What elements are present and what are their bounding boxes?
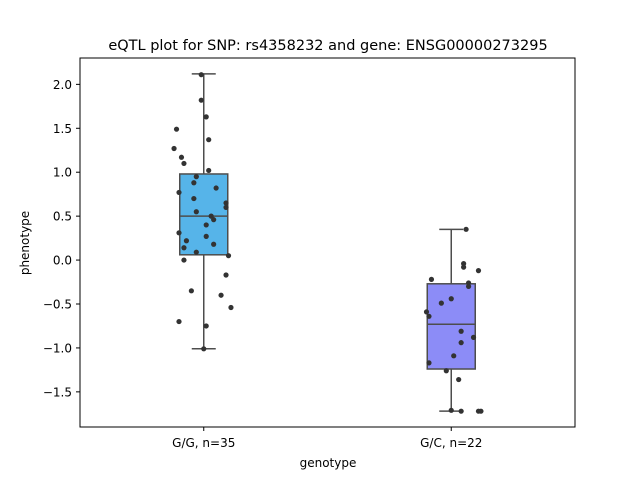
data-point xyxy=(225,253,232,259)
y-tick-label: −1.5 xyxy=(43,385,72,399)
data-point xyxy=(478,408,484,414)
y-tick-label: 1.0 xyxy=(53,166,72,180)
data-point xyxy=(171,145,177,152)
y-tick-label: 2.0 xyxy=(53,78,72,92)
data-point xyxy=(206,137,212,143)
y-tick-label: 0.0 xyxy=(53,254,72,268)
data-point xyxy=(203,222,209,228)
x-tick-label: G/G, n=35 xyxy=(172,436,235,450)
data-point xyxy=(456,376,462,383)
data-point xyxy=(223,200,229,206)
data-point xyxy=(463,226,469,232)
data-point xyxy=(448,407,454,413)
data-point xyxy=(223,272,229,278)
x-axis-label: genotype xyxy=(300,456,357,470)
data-point xyxy=(191,180,197,186)
data-point xyxy=(193,249,199,255)
data-point xyxy=(443,368,449,374)
data-point xyxy=(191,195,197,202)
axes-frame xyxy=(79,57,576,428)
data-point xyxy=(426,360,432,366)
data-point xyxy=(173,126,180,132)
data-point xyxy=(470,334,477,340)
data-point xyxy=(211,241,217,247)
data-point xyxy=(451,353,457,359)
data-point xyxy=(181,245,187,251)
box-group xyxy=(423,226,484,414)
data-point xyxy=(438,300,444,306)
data-point xyxy=(428,276,435,282)
data-point xyxy=(176,189,182,196)
data-point xyxy=(461,264,467,270)
plot-area xyxy=(171,72,484,414)
data-point xyxy=(213,185,219,191)
y-tick-label: 0.5 xyxy=(53,210,72,224)
y-tick-label: −0.5 xyxy=(43,298,72,312)
y-tick-label: −1.0 xyxy=(43,341,72,355)
y-axis-label: phenotype xyxy=(18,211,32,275)
data-point xyxy=(178,154,185,160)
data-point xyxy=(458,328,464,334)
data-point xyxy=(228,304,234,311)
data-point xyxy=(458,408,464,414)
data-point xyxy=(203,114,209,120)
axes: −1.5 −1.0 −0.5 0.0 0.5 1.0 1.5 2.0 G/G, n=35 G/C,… xyxy=(43,78,483,450)
y-tick-label: 1.5 xyxy=(53,122,72,136)
x-tick-label: G/C, n=22 xyxy=(420,436,482,450)
data-point xyxy=(176,318,182,325)
data-point xyxy=(458,340,464,346)
data-point xyxy=(206,167,212,174)
data-point xyxy=(176,230,182,236)
data-point xyxy=(223,204,229,210)
data-point xyxy=(426,313,432,319)
data-point xyxy=(448,296,454,302)
data-point xyxy=(181,160,187,167)
data-point xyxy=(193,209,199,215)
box-group xyxy=(171,72,234,352)
data-point xyxy=(203,233,209,239)
data-point xyxy=(193,174,199,180)
data-point xyxy=(465,283,472,290)
data-point xyxy=(198,97,204,103)
data-point xyxy=(423,309,430,315)
data-point xyxy=(211,217,217,223)
data-point xyxy=(198,72,204,78)
data-point xyxy=(183,238,190,244)
data-point xyxy=(218,292,224,298)
data-point xyxy=(188,288,194,294)
data-point xyxy=(475,268,482,274)
chart-title: eQTL plot for SNP: rs4358232 and gene: E… xyxy=(108,38,547,54)
data-point xyxy=(181,257,187,263)
data-point xyxy=(201,346,207,352)
data-point xyxy=(203,323,209,329)
